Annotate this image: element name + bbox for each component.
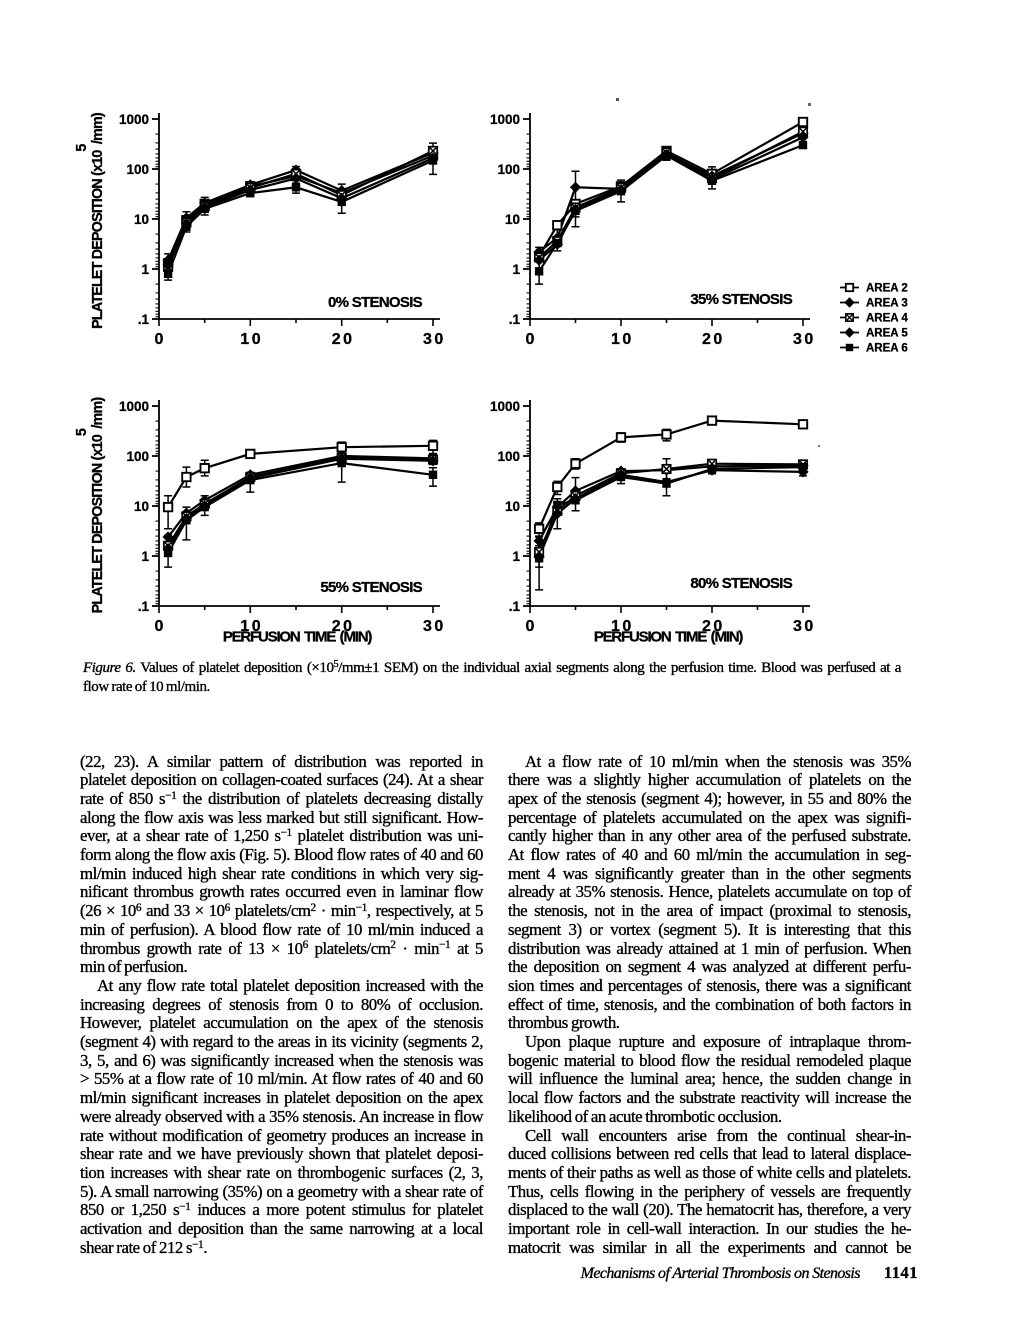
svg-text:AREA 3: AREA 3: [866, 298, 908, 310]
svg-text:0: 0: [526, 331, 535, 348]
svg-text:0: 0: [155, 618, 164, 635]
svg-text:100: 100: [497, 449, 520, 464]
svg-text:0: 0: [155, 331, 164, 348]
svg-text:AREA 5: AREA 5: [866, 328, 908, 340]
svg-text:10: 10: [240, 331, 263, 348]
svg-text:1000: 1000: [119, 399, 149, 414]
svg-text:20: 20: [332, 331, 355, 348]
svg-text:1: 1: [141, 549, 149, 564]
svg-text:PERFUSION TIME (MIN): PERFUSION TIME (MIN): [223, 629, 373, 646]
svg-text:10: 10: [134, 499, 149, 514]
svg-text:AREA 4: AREA 4: [866, 313, 908, 325]
svg-text:35% STENOSIS: 35% STENOSIS: [690, 291, 792, 308]
svg-text:1000: 1000: [119, 112, 149, 127]
svg-text:30: 30: [423, 618, 446, 635]
svg-text:PLATELET DEPOSITION (x10 /mm): PLATELET DEPOSITION (x10 /mm): [90, 397, 106, 614]
svg-text:0: 0: [526, 618, 535, 635]
svg-text:5: 5: [74, 428, 90, 436]
svg-text:10: 10: [134, 212, 149, 227]
svg-text:1: 1: [141, 262, 149, 277]
svg-text:20: 20: [332, 618, 355, 635]
svg-text:80% STENOSIS: 80% STENOSIS: [690, 575, 792, 592]
svg-text:AREA 2: AREA 2: [866, 283, 908, 295]
svg-text:10: 10: [611, 618, 634, 635]
svg-text:.1: .1: [509, 599, 521, 614]
svg-text:1: 1: [512, 549, 520, 564]
svg-text:1000: 1000: [490, 112, 520, 127]
svg-text:.1: .1: [138, 599, 150, 614]
svg-text:PERFUSION TIME (MIN): PERFUSION TIME (MIN): [594, 629, 744, 646]
svg-text:10: 10: [611, 331, 634, 348]
svg-text:100: 100: [126, 449, 149, 464]
svg-text:20: 20: [702, 331, 725, 348]
svg-text:1: 1: [512, 262, 520, 277]
svg-text:100: 100: [126, 162, 149, 177]
svg-text:100: 100: [497, 162, 520, 177]
svg-text:10: 10: [505, 212, 520, 227]
svg-text:1000: 1000: [490, 399, 520, 414]
svg-text:0% STENOSIS: 0% STENOSIS: [328, 294, 423, 311]
svg-text:.1: .1: [509, 312, 521, 327]
svg-text:PLATELET DEPOSITION (x10 /mm): PLATELET DEPOSITION (x10 /mm): [90, 112, 106, 329]
svg-text:30: 30: [423, 331, 446, 348]
svg-text:AREA 6: AREA 6: [866, 343, 908, 355]
svg-text:.1: .1: [138, 312, 150, 327]
svg-text:10: 10: [240, 618, 263, 635]
svg-text:10: 10: [505, 499, 520, 514]
svg-text:30: 30: [793, 331, 816, 348]
svg-text:30: 30: [793, 618, 816, 635]
svg-text:5: 5: [74, 144, 90, 152]
svg-text:20: 20: [702, 618, 725, 635]
svg-text:55% STENOSIS: 55% STENOSIS: [320, 579, 422, 596]
